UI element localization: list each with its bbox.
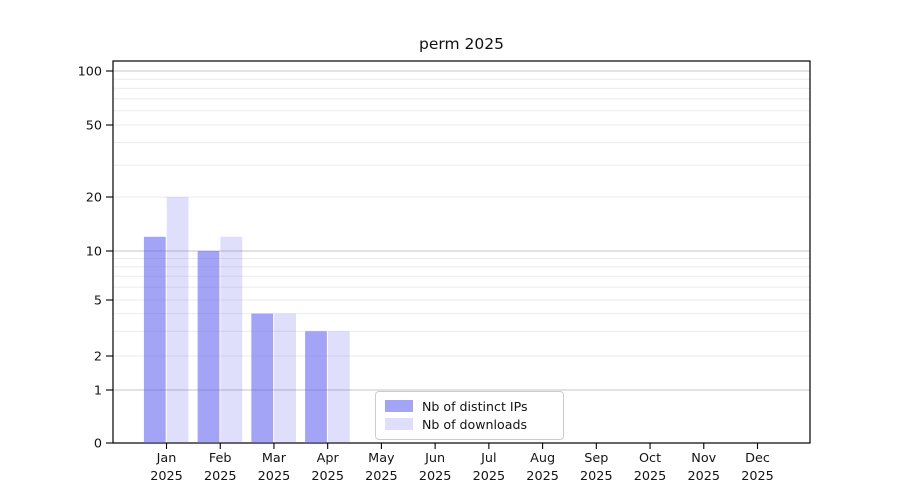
chart-title: perm 2025: [419, 35, 504, 53]
x-tick-label-year: 2025: [473, 469, 506, 484]
x-tick-label-month: Sep: [584, 451, 608, 466]
legend-swatch-distinct-ips: [385, 400, 413, 412]
x-tick-label-year: 2025: [634, 469, 667, 484]
x-tick-label-month: Oct: [639, 451, 661, 466]
legend-label-distinct-ips: Nb of distinct IPs: [422, 398, 528, 414]
legend-row-downloads: Nb of downloads: [385, 415, 553, 433]
x-tick-label-month: Aug: [530, 451, 555, 466]
y-tick-label: 100: [78, 65, 102, 80]
x-tick-label-year: 2025: [258, 469, 291, 484]
x-tick-label-year: 2025: [365, 469, 398, 484]
bar-downloads: [274, 313, 296, 443]
legend-row-distinct-ips: Nb of distinct IPs: [385, 397, 553, 415]
x-tick-label-month: Mar: [262, 451, 287, 466]
x-tick-label-month: Feb: [209, 451, 232, 466]
x-tick-label-month: Dec: [745, 451, 770, 466]
y-tick-label: 1: [94, 384, 102, 399]
y-tick-label: 0: [94, 437, 102, 452]
bar-downloads: [166, 197, 189, 443]
bar-distinct-ips: [197, 251, 220, 443]
bar-distinct-ips: [305, 331, 327, 443]
y-tick-label: 20: [86, 191, 102, 206]
bar-distinct-ips: [251, 313, 274, 443]
bar-downloads: [327, 331, 350, 443]
x-tick-label-year: 2025: [150, 469, 183, 484]
x-tick-label-year: 2025: [311, 469, 344, 484]
bar-downloads: [220, 236, 243, 443]
legend: Nb of distinct IPs Nb of downloads: [375, 391, 564, 440]
y-tick-label: 50: [86, 119, 102, 134]
x-tick-label-year: 2025: [687, 469, 720, 484]
y-tick-label: 5: [94, 294, 102, 309]
y-tick-label: 2: [94, 350, 102, 365]
x-tick-label-month: Jul: [480, 451, 496, 466]
x-tick-label-month: Jan: [156, 451, 177, 466]
bar-distinct-ips: [143, 236, 166, 443]
x-tick-label-month: Jun: [424, 451, 445, 466]
axis-frame: [112, 60, 811, 444]
x-tick-label-year: 2025: [419, 469, 452, 484]
legend-swatch-downloads: [385, 418, 413, 430]
legend-label-downloads: Nb of downloads: [422, 416, 528, 432]
x-tick-label-month: May: [368, 451, 395, 466]
x-tick-label-year: 2025: [204, 469, 237, 484]
x-tick-label-year: 2025: [741, 469, 774, 484]
x-tick-label-month: Apr: [317, 451, 340, 466]
x-tick-label-year: 2025: [526, 469, 559, 484]
x-tick-label-year: 2025: [580, 469, 613, 484]
x-tick-label-month: Nov: [691, 451, 716, 466]
y-tick-label: 10: [86, 245, 102, 260]
